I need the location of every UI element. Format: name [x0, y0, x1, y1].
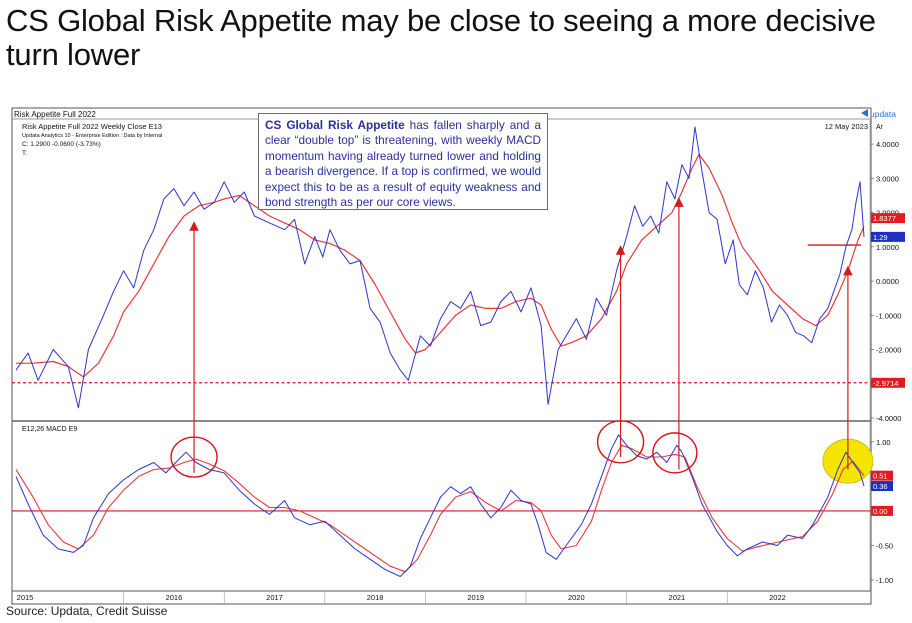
macd-y-tick-label: 1.00 [876, 438, 891, 447]
macd-label: E12,26 MACD E9 [22, 426, 77, 433]
macd-y-tick-label: -0.50 [876, 541, 893, 550]
headline: CS Global Risk Appetite may be close to … [6, 3, 876, 72]
updata-logo-icon [861, 109, 868, 117]
y-tick-label: 1.0000 [876, 243, 899, 252]
chart-date: 12 May 2023 [825, 122, 868, 131]
average-line [16, 153, 865, 378]
y-tick-label: -4.0000 [876, 414, 901, 423]
t-label: T: [22, 150, 27, 157]
macd-value-tag [871, 481, 893, 492]
x-tick-label: 2021 [669, 593, 686, 602]
updata-logo: updata [870, 109, 896, 119]
y-tick-label: -1.0000 [876, 311, 901, 320]
vendor-label: Updata Analytics 10 - Enterprise Edition… [22, 133, 162, 139]
x-tick-label: 2015 [17, 593, 34, 602]
macd-value-tag-label: 0.00 [873, 507, 888, 516]
y-tick-label: 3.0000 [876, 174, 899, 183]
value-tag [871, 231, 905, 242]
annotation-text: has fallen sharply and a clear “double t… [265, 118, 542, 210]
price-line [15, 126, 865, 409]
x-tick-label: 2016 [166, 593, 183, 602]
macd-value-tag-label: 0.36 [873, 482, 888, 491]
x-tick-label: 2018 [367, 593, 384, 602]
x-tick-label: 2020 [568, 593, 585, 602]
annotation-box: CS Global Risk Appetite has fallen sharp… [258, 113, 548, 210]
y-tick-label: 4.0000 [876, 140, 899, 149]
value-tag [871, 377, 905, 388]
macd-peak-circle [652, 432, 698, 474]
macd-value-tag-label: 0.51 [873, 472, 888, 481]
value-tag [871, 213, 905, 224]
x-tick-label: 2017 [266, 593, 283, 602]
value-tag-label: 1.29 [873, 233, 888, 242]
x-tick-label: 2019 [467, 593, 484, 602]
series-label: Risk Appetite Full 2022 Weekly Close E13 [22, 122, 162, 131]
y-tick-label: 0.0000 [876, 277, 899, 286]
panel-title: Risk Appetite Full 2022 [14, 110, 96, 119]
macd-value-tag [871, 505, 893, 516]
macd-line [15, 434, 865, 577]
value-tag-label: 1.8377 [873, 214, 896, 223]
quote-label: C: 1.2900 -0.0600 (-3.73%) [22, 141, 101, 148]
y-tick-label: -2.0000 [876, 346, 901, 355]
source-note: Source: Updata, Credit Suisse [6, 604, 168, 618]
ar-label: Ar [876, 124, 884, 131]
macd-value-tag [871, 470, 893, 481]
y-tick-label: 2.0000 [876, 209, 899, 218]
annotation-bold: CS Global Risk Appetite [265, 118, 405, 132]
value-tag-label: -2.9714 [873, 379, 898, 388]
macd-y-tick-label: -1.00 [876, 576, 893, 585]
x-tick-label: 2022 [769, 593, 786, 602]
